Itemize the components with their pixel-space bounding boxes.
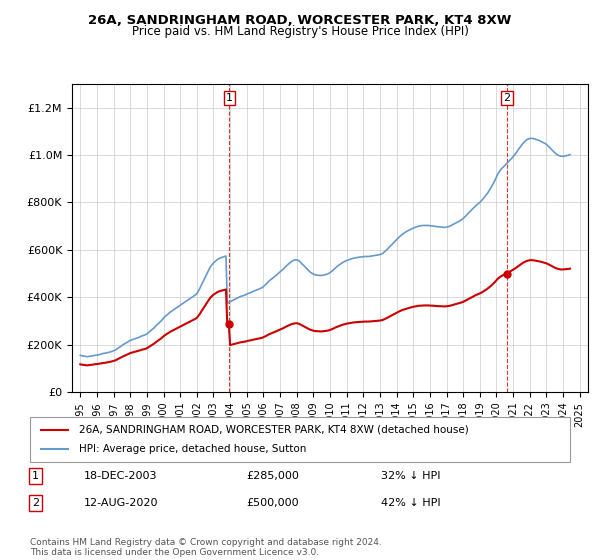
Text: Contains HM Land Registry data © Crown copyright and database right 2024.
This d: Contains HM Land Registry data © Crown c… — [30, 538, 382, 557]
Text: £500,000: £500,000 — [246, 498, 299, 508]
Text: 26A, SANDRINGHAM ROAD, WORCESTER PARK, KT4 8XW: 26A, SANDRINGHAM ROAD, WORCESTER PARK, K… — [88, 14, 512, 27]
FancyBboxPatch shape — [30, 417, 570, 462]
Text: HPI: Average price, detached house, Sutton: HPI: Average price, detached house, Sutt… — [79, 445, 306, 455]
Text: 2: 2 — [32, 498, 39, 508]
Text: 2: 2 — [503, 93, 511, 103]
Text: 42% ↓ HPI: 42% ↓ HPI — [381, 498, 440, 508]
Text: 12-AUG-2020: 12-AUG-2020 — [84, 498, 158, 508]
Text: 18-DEC-2003: 18-DEC-2003 — [84, 471, 157, 481]
Text: 32% ↓ HPI: 32% ↓ HPI — [381, 471, 440, 481]
Text: Price paid vs. HM Land Registry's House Price Index (HPI): Price paid vs. HM Land Registry's House … — [131, 25, 469, 38]
Text: 26A, SANDRINGHAM ROAD, WORCESTER PARK, KT4 8XW (detached house): 26A, SANDRINGHAM ROAD, WORCESTER PARK, K… — [79, 424, 469, 435]
Text: 1: 1 — [32, 471, 39, 481]
Text: 1: 1 — [226, 93, 233, 103]
Text: £285,000: £285,000 — [246, 471, 299, 481]
